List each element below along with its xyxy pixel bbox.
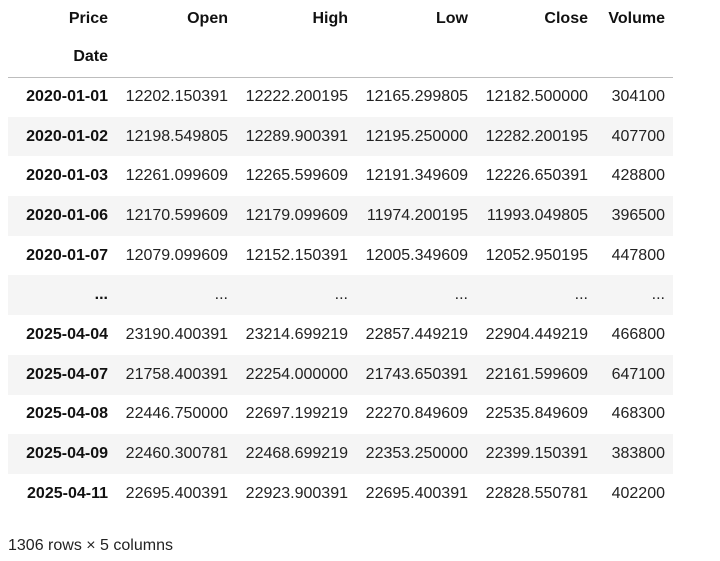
cell-volume: 407700	[611, 127, 665, 145]
cell-close: 22828.550781	[485, 484, 588, 502]
cell-open: 12261.099609	[125, 167, 228, 185]
table-row: 2025-04-11 22695.400391 22923.900391 22695.…	[8, 474, 673, 514]
table-row: 2025-04-04 23190.400391 23214.699219 22857.…	[8, 315, 673, 355]
cell-close: 12052.950195	[485, 246, 588, 264]
cell-open: 23190.400391	[125, 325, 228, 343]
cell-high: 12289.900391	[245, 127, 348, 145]
cell-volume: 383800	[611, 445, 665, 463]
column-header-close: Close	[544, 10, 588, 27]
shape-summary: 1306 rows × 5 columns	[8, 537, 173, 554]
cell-volume: 466800	[611, 325, 665, 343]
row-index-date: ...	[94, 286, 108, 304]
row-index-date: 2020-01-06	[26, 206, 108, 224]
cell-high: 12179.099609	[245, 206, 348, 224]
row-index-date: 2020-01-01	[26, 88, 108, 106]
table-row: 2020-01-01 12202.150391 12222.200195 12165.…	[8, 77, 673, 117]
cell-low: 12195.250000	[365, 127, 468, 145]
table-row: 2025-04-09 22460.300781 22468.699219 22353.…	[8, 434, 673, 474]
dataframe-table: Price Open High Low Close Volume Date 20…	[8, 0, 673, 514]
table-body: 2020-01-01 12202.150391 12222.200195 12165.…	[8, 77, 673, 514]
cell-low: 12005.349609	[365, 246, 468, 264]
cell-low: 22353.250000	[365, 445, 468, 463]
cell-volume: 468300	[611, 405, 665, 423]
cell-high: 22697.199219	[245, 405, 348, 423]
cell-close: 12282.200195	[485, 127, 588, 145]
cell-high: ...	[334, 286, 348, 304]
row-index-date: 2020-01-07	[26, 246, 108, 264]
header-row-columns: Price Open High Low Close Volume	[8, 0, 673, 38]
cell-low: 12165.299805	[365, 88, 468, 106]
column-header-volume: Volume	[608, 10, 665, 27]
table-row: 2020-01-07 12079.099609 12152.150391 12005.…	[8, 236, 673, 276]
cell-volume: 396500	[611, 206, 665, 224]
column-header-low: Low	[436, 10, 468, 27]
row-index-date: 2025-04-08	[26, 405, 108, 423]
cell-open: 22446.750000	[125, 405, 228, 423]
cell-close: 12226.650391	[485, 167, 588, 185]
column-header-open: Open	[187, 10, 228, 27]
index-name: Date	[73, 48, 108, 66]
row-index-date: 2025-04-07	[26, 365, 108, 383]
cell-high: 12222.200195	[245, 88, 348, 106]
cell-volume: 402200	[611, 484, 665, 502]
cell-open: ...	[214, 286, 228, 304]
cell-low: 11974.200195	[366, 206, 468, 224]
cell-volume: 428800	[611, 167, 665, 185]
row-index-date: 2025-04-11	[27, 484, 108, 502]
column-header-high: High	[312, 10, 348, 27]
cell-volume: ...	[651, 286, 665, 304]
table-row: 2020-01-06 12170.599609 12179.099609 11974.…	[8, 196, 673, 236]
cell-high: 12265.599609	[245, 167, 348, 185]
cell-volume: 304100	[611, 88, 665, 106]
cell-open: 12198.549805	[125, 127, 228, 145]
cell-close: 22904.449219	[485, 325, 588, 343]
cell-high: 22468.699219	[245, 445, 348, 463]
cell-close: 22535.849609	[485, 405, 588, 423]
cell-low: ...	[454, 286, 468, 304]
cell-high: 12152.150391	[245, 246, 348, 264]
table-row: 2020-01-02 12198.549805 12289.900391 12195.…	[8, 116, 673, 157]
cell-low: 22857.449219	[365, 325, 468, 343]
cell-low: 21743.650391	[365, 365, 468, 383]
cell-close: 12182.500000	[485, 88, 588, 106]
cell-low: 12191.349609	[365, 167, 468, 185]
table-row: 2025-04-08 22446.750000 22697.199219 22270.…	[8, 395, 673, 435]
cell-low: 22270.849609	[365, 405, 468, 423]
cell-open: 12170.599609	[125, 206, 228, 224]
cell-open: 22460.300781	[125, 445, 228, 463]
columns-label: Price	[68, 10, 108, 27]
cell-open: 21758.400391	[125, 365, 228, 383]
cell-volume: 447800	[611, 246, 665, 264]
row-index-date: 2020-01-02	[26, 127, 108, 145]
cell-open: 12079.099609	[125, 246, 228, 264]
cell-close: 11993.049805	[486, 206, 588, 224]
cell-close: ...	[574, 286, 588, 304]
cell-close: 22161.599609	[485, 365, 588, 383]
cell-volume: 647100	[611, 365, 665, 383]
row-index-date: 2020-01-03	[26, 167, 108, 185]
cell-high: 23214.699219	[245, 325, 348, 343]
table-row: 2025-04-07 21758.400391 22254.000000 21743.…	[8, 354, 673, 395]
cell-high: 22923.900391	[245, 484, 348, 502]
table-row: ..................	[8, 275, 673, 316]
table-row: 2020-01-03 12261.099609 12265.599609 12191.…	[8, 156, 673, 196]
cell-close: 22399.150391	[485, 445, 588, 463]
cell-low: 22695.400391	[365, 484, 468, 502]
row-index-date: 2025-04-09	[26, 445, 108, 463]
cell-high: 22254.000000	[245, 365, 348, 383]
cell-open: 22695.400391	[125, 484, 228, 502]
header-row-index: Date	[8, 38, 673, 77]
row-index-date: 2025-04-04	[26, 325, 108, 343]
cell-open: 12202.150391	[125, 88, 228, 106]
